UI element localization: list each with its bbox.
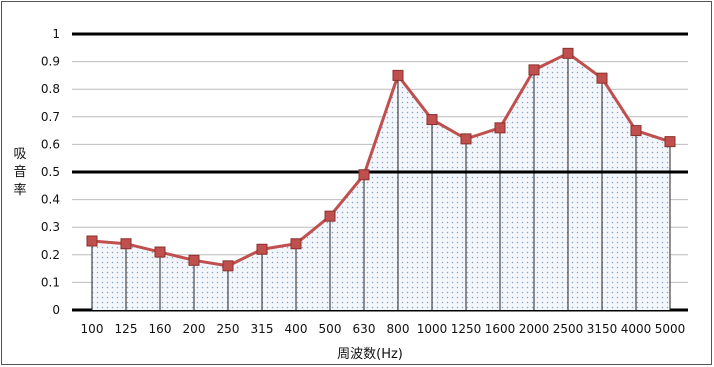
data-area — [92, 53, 670, 310]
y-axis-label-char: 音 — [13, 164, 26, 180]
data-point-800 — [392, 69, 404, 81]
data-point-630 — [358, 169, 370, 181]
data-point-4000 — [630, 125, 642, 137]
x-tick-label: 250 — [217, 322, 240, 336]
y-tick-label: 0.6 — [41, 137, 60, 151]
x-tick-label: 125 — [115, 322, 138, 336]
area-fill — [92, 53, 670, 310]
y-tick-label: 0.7 — [41, 110, 60, 124]
x-tick-labels: 100 125 160 200 250 315 400 500 630 800 1000 1250 16… — [81, 322, 686, 336]
x-tick-label: 2500 — [553, 322, 584, 336]
y-tick-label: 0.4 — [41, 193, 60, 207]
x-tick-label: 160 — [149, 322, 172, 336]
data-markers — [86, 47, 676, 272]
x-tick-label: 100 — [81, 322, 104, 336]
data-point-5000 — [664, 136, 676, 148]
x-tick-label: 2000 — [519, 322, 550, 336]
x-tick-label: 1000 — [417, 322, 448, 336]
x-axis-label: 周波数(Hz) — [337, 347, 403, 362]
y-tick-label: 0.9 — [41, 55, 60, 69]
x-tick-label: 630 — [353, 322, 376, 336]
x-tick-label: 500 — [319, 322, 342, 336]
y-axis-label: 吸音率 — [13, 147, 26, 198]
data-point-250 — [222, 260, 234, 272]
data-point-1600 — [494, 122, 506, 134]
data-point-125 — [120, 238, 132, 250]
x-tick-label: 1250 — [451, 322, 482, 336]
data-point-315 — [256, 243, 268, 255]
data-point-3150 — [596, 72, 608, 84]
x-tick-label: 5000 — [655, 322, 686, 336]
y-axis-label-char: 率 — [13, 182, 26, 198]
data-point-2000 — [528, 64, 540, 76]
data-point-500 — [324, 210, 336, 222]
data-point-1250 — [460, 133, 472, 145]
series-line — [91, 51, 671, 268]
data-point-100 — [86, 235, 98, 247]
x-tick-label: 3150 — [587, 322, 618, 336]
x-tick-label: 400 — [285, 322, 308, 336]
x-tick-label: 4000 — [621, 322, 652, 336]
x-tick-label: 1600 — [485, 322, 516, 336]
x-tick-label: 200 — [183, 322, 206, 336]
y-tick-labels: 0 0.1 0.2 0.3 0.4 0.5 0.6 0.7 0.8 0.9 1 — [41, 27, 60, 317]
y-tick-label: 1 — [52, 27, 60, 41]
data-point-1000 — [426, 114, 438, 126]
x-tick-label: 315 — [251, 322, 274, 336]
y-tick-label: 0.5 — [41, 165, 60, 179]
y-tick-label: 0.1 — [41, 275, 60, 289]
y-axis-label-char: 吸 — [13, 147, 26, 162]
y-tick-label: 0 — [52, 303, 60, 317]
data-point-400 — [290, 238, 302, 250]
x-tick-label: 800 — [387, 322, 410, 336]
drop-lines — [91, 53, 671, 310]
data-point-160 — [154, 246, 166, 258]
y-tick-label: 0.8 — [41, 82, 60, 96]
data-point-200 — [188, 254, 200, 266]
y-tick-label: 0.2 — [41, 248, 60, 262]
data-point-2500 — [562, 47, 574, 59]
series-line — [91, 51, 671, 268]
y-tick-label: 0.3 — [41, 220, 60, 234]
